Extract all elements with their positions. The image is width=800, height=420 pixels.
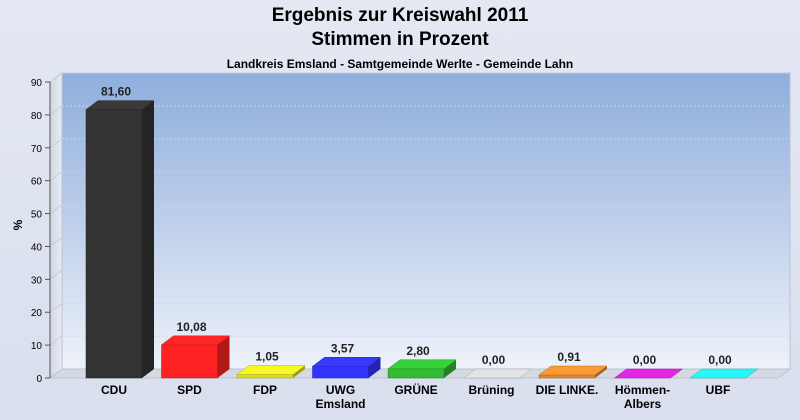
chart-titles: Ergebnis zur Kreiswahl 2011 Stimmen in P… bbox=[0, 0, 800, 72]
y-tick-label: 90 bbox=[31, 78, 43, 89]
x-tick-label: Brüning bbox=[469, 383, 515, 397]
bar-side bbox=[217, 335, 230, 378]
bar bbox=[538, 374, 596, 379]
x-tick-label: FDP bbox=[253, 383, 277, 397]
x-tick-label: UBF bbox=[706, 383, 731, 397]
x-tick-label: CDU bbox=[101, 383, 127, 397]
bar-side bbox=[293, 365, 305, 378]
grid-line-side bbox=[49, 269, 63, 280]
grid-line-side bbox=[49, 105, 63, 116]
bar-value-label: 10,08 bbox=[176, 320, 206, 334]
region-label: Landkreis Emsland - Samtgemeinde Werlte … bbox=[226, 57, 574, 71]
bar bbox=[236, 374, 294, 379]
bar-top bbox=[160, 335, 231, 346]
back-wall bbox=[61, 72, 791, 370]
x-tick-label: UWG bbox=[326, 383, 355, 397]
bar-side bbox=[368, 357, 381, 378]
bar-value-label: 81,60 bbox=[101, 85, 131, 99]
x-tick-label: Hömmen- bbox=[615, 383, 670, 397]
grid-line-side bbox=[49, 138, 63, 149]
bar-value-label: 2,80 bbox=[406, 344, 430, 358]
bar-value-label: 0,91 bbox=[557, 350, 581, 364]
y-tick-label: 10 bbox=[31, 341, 43, 352]
bar-side bbox=[142, 100, 154, 379]
bar bbox=[85, 109, 143, 379]
y-tick-label: 60 bbox=[31, 177, 43, 188]
bar-side bbox=[444, 359, 456, 378]
left-wall bbox=[49, 72, 63, 379]
y-tick-label: 50 bbox=[31, 210, 43, 221]
y-tick-label: 80 bbox=[31, 111, 43, 122]
bar-top bbox=[613, 368, 684, 379]
x-tick-label: GRÜNE bbox=[394, 382, 437, 397]
plot-area: 0 10 20 30 40 50 60 70 80 90% 81,60 CDU 10,08 SPD 1,05… bbox=[11, 72, 792, 411]
grid-line-side bbox=[49, 335, 63, 346]
bar-top bbox=[387, 359, 457, 370]
grid-line-side bbox=[49, 171, 63, 182]
y-tick-label: 20 bbox=[31, 308, 43, 319]
bar-side bbox=[595, 366, 607, 378]
bar-value-label: 0,00 bbox=[708, 353, 732, 367]
y-tick-label: 40 bbox=[31, 242, 43, 253]
bar-top bbox=[689, 368, 759, 379]
bar-value-label: 1,05 bbox=[255, 350, 279, 364]
bar-value-label: 0,00 bbox=[633, 353, 657, 367]
grid-line-side bbox=[49, 237, 63, 247]
x-tick-label: Albers bbox=[624, 397, 662, 411]
y-tick-label: 30 bbox=[31, 275, 43, 286]
bar bbox=[312, 366, 369, 379]
bar-top bbox=[85, 100, 155, 110]
bar bbox=[387, 368, 445, 379]
x-tick-label: DIE LINKE. bbox=[536, 383, 599, 397]
bar-value-label: 0,00 bbox=[482, 353, 506, 367]
y-tick-label: 0 bbox=[36, 374, 42, 385]
bar-top bbox=[311, 357, 382, 367]
chart-subtitle: Stimmen in Prozent bbox=[311, 29, 489, 50]
grid-line-side bbox=[49, 72, 63, 83]
grid-line-side bbox=[49, 204, 63, 214]
x-tick-label: SPD bbox=[177, 383, 202, 397]
bar-top bbox=[538, 365, 608, 376]
y-axis-label: % bbox=[11, 219, 25, 230]
chart-title: Ergebnis zur Kreiswahl 2011 bbox=[271, 5, 529, 26]
bar-value-label: 3,57 bbox=[331, 341, 355, 355]
grid-line-side bbox=[49, 302, 63, 313]
bar bbox=[161, 344, 218, 379]
bar-top bbox=[236, 365, 306, 375]
y-tick-label: 70 bbox=[31, 144, 43, 155]
x-tick-label: Emsland bbox=[315, 397, 365, 411]
bar-top bbox=[462, 368, 533, 379]
